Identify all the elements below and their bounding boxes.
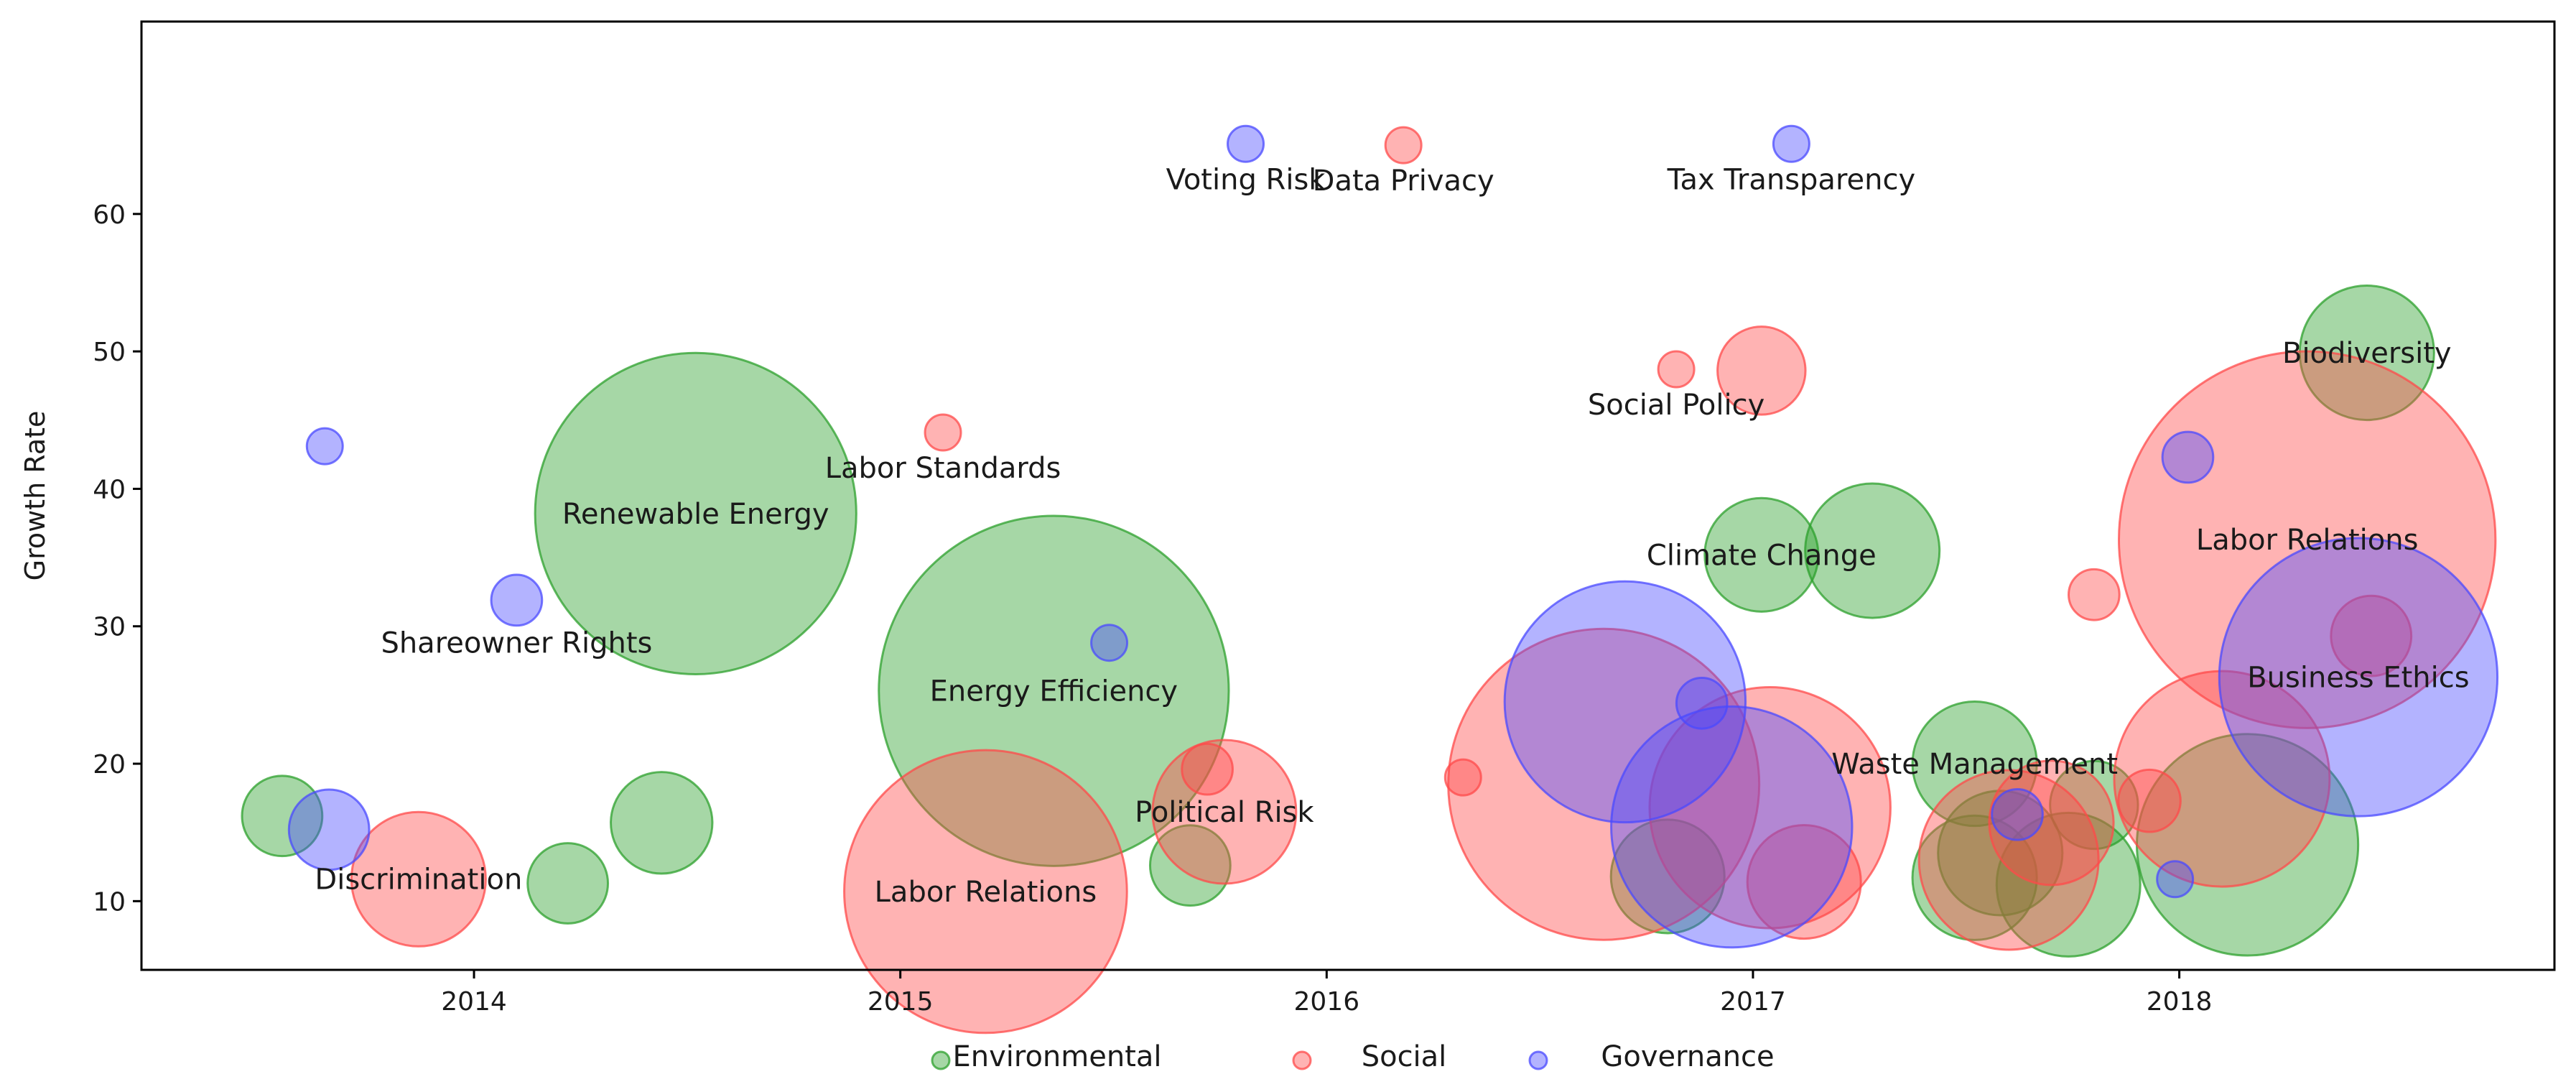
bubble-label: Social Policy — [1588, 389, 1764, 422]
bubble-governance — [2218, 537, 2499, 818]
legend-marker-social — [1292, 1050, 1312, 1070]
bubble-social — [843, 749, 1128, 1035]
bubble-label: Shareowner Rights — [381, 627, 652, 660]
bubble-social — [350, 810, 487, 948]
x-axis: 2014 2015 2016 2017 2018 — [441, 970, 2212, 1017]
legend: Environmental Social Governance — [931, 1040, 1775, 1073]
bubble-social — [1917, 769, 2100, 951]
bubble-label: Discrimination — [315, 864, 522, 897]
bubble-label: Biodiversity — [2282, 337, 2452, 370]
bubble-social — [2330, 594, 2413, 677]
bubble-social — [1716, 325, 1807, 416]
bubble-environmental — [2049, 759, 2139, 851]
bubble-label: Waste Management — [1831, 748, 2118, 781]
x-tick-label: 2014 — [441, 987, 507, 1017]
bubble-governance — [1675, 677, 1729, 730]
y-tick-label: 20 — [93, 750, 126, 779]
series-governance — [287, 124, 2499, 949]
bubble-label: Tax Transparency — [1667, 163, 1916, 196]
y-tick-label: 50 — [93, 338, 126, 367]
bubble-environmental — [1911, 700, 2038, 828]
x-tick-label: 2015 — [868, 987, 934, 1017]
bubble-environmental — [241, 774, 324, 858]
bubble-governance — [1991, 787, 2044, 841]
y-tick-label: 30 — [93, 613, 126, 642]
bubble-social — [1746, 824, 1862, 940]
bubble-social — [2068, 568, 2121, 621]
bubble-social — [1181, 742, 1234, 796]
bubble-social — [1151, 739, 1298, 885]
legend-marker-environmental — [931, 1050, 951, 1070]
bubble-environmental — [878, 514, 1230, 867]
y-tick-label: 40 — [93, 475, 126, 504]
x-tick-label: 2016 — [1294, 987, 1360, 1017]
bubble-label: Data Privacy — [1313, 165, 1494, 198]
legend-label-environmental: Environmental — [952, 1040, 1161, 1073]
bubble-label: Political Risk — [1135, 796, 1314, 829]
bubble-label: Climate Change — [1647, 539, 1877, 572]
bubble-governance — [490, 573, 544, 627]
bubbles-layer — [241, 124, 2499, 1035]
series-social — [350, 126, 2497, 1035]
legend-marker-governance — [1528, 1050, 1548, 1070]
bubble-governance — [1503, 580, 1747, 824]
bubble-environmental — [2298, 284, 2435, 422]
legend-label-governance: Governance — [1601, 1040, 1774, 1073]
legend-label-social: Social — [1362, 1040, 1447, 1073]
bubble-label: Labor Relations — [2196, 524, 2419, 557]
bubble-social — [1447, 627, 1761, 941]
bubble-governance — [1772, 124, 1810, 163]
plot-frame — [140, 20, 2556, 971]
x-tick-label: 2018 — [2147, 987, 2213, 1017]
bubble-governance — [2161, 430, 2215, 484]
bubble-environmental — [1804, 482, 1941, 619]
bubble-social — [1988, 759, 2115, 887]
bubble-social — [1384, 126, 1423, 165]
y-tick-label: 60 — [93, 200, 126, 230]
y-axis-label: Growth Rate — [19, 411, 51, 581]
bubble-social — [1657, 350, 1696, 389]
bubble-environmental — [534, 351, 857, 675]
bubble-labels-layer: Renewable Energy Energy Efficiency Climate… — [315, 163, 2469, 909]
bubble-label: Renewable Energy — [562, 498, 829, 531]
bubble-environmental — [1148, 824, 1232, 907]
bubble-label: Labor Relations — [875, 876, 1097, 909]
series-environmental — [241, 284, 2435, 958]
bubble-label: Voting Risk — [1166, 163, 1326, 196]
bubble-governance — [305, 427, 344, 466]
bubble-social — [924, 413, 962, 452]
bubble-governance — [287, 788, 371, 871]
bubble-environmental — [1911, 814, 2038, 941]
x-tick-label: 2017 — [1720, 987, 1786, 1017]
bubble-environmental — [526, 842, 610, 925]
bubble-label: Energy Efficiency — [930, 675, 1178, 708]
bubble-environmental — [610, 771, 714, 875]
bubble-governance — [1610, 705, 1854, 949]
bubble-environmental — [1703, 496, 1820, 613]
bubble-label: Labor Standards — [825, 452, 1061, 485]
bubble-governance — [1090, 624, 1129, 662]
bubble-social — [2117, 350, 2497, 729]
y-tick-label: 10 — [93, 887, 126, 917]
bubble-governance — [2156, 860, 2195, 899]
bubble-label: Business Ethics — [2247, 662, 2469, 695]
bubble-social — [1443, 758, 1482, 797]
bubble-social — [2117, 768, 2182, 833]
y-axis: 10 20 30 40 50 60 — [93, 200, 141, 917]
bubble-governance — [1227, 124, 1265, 163]
